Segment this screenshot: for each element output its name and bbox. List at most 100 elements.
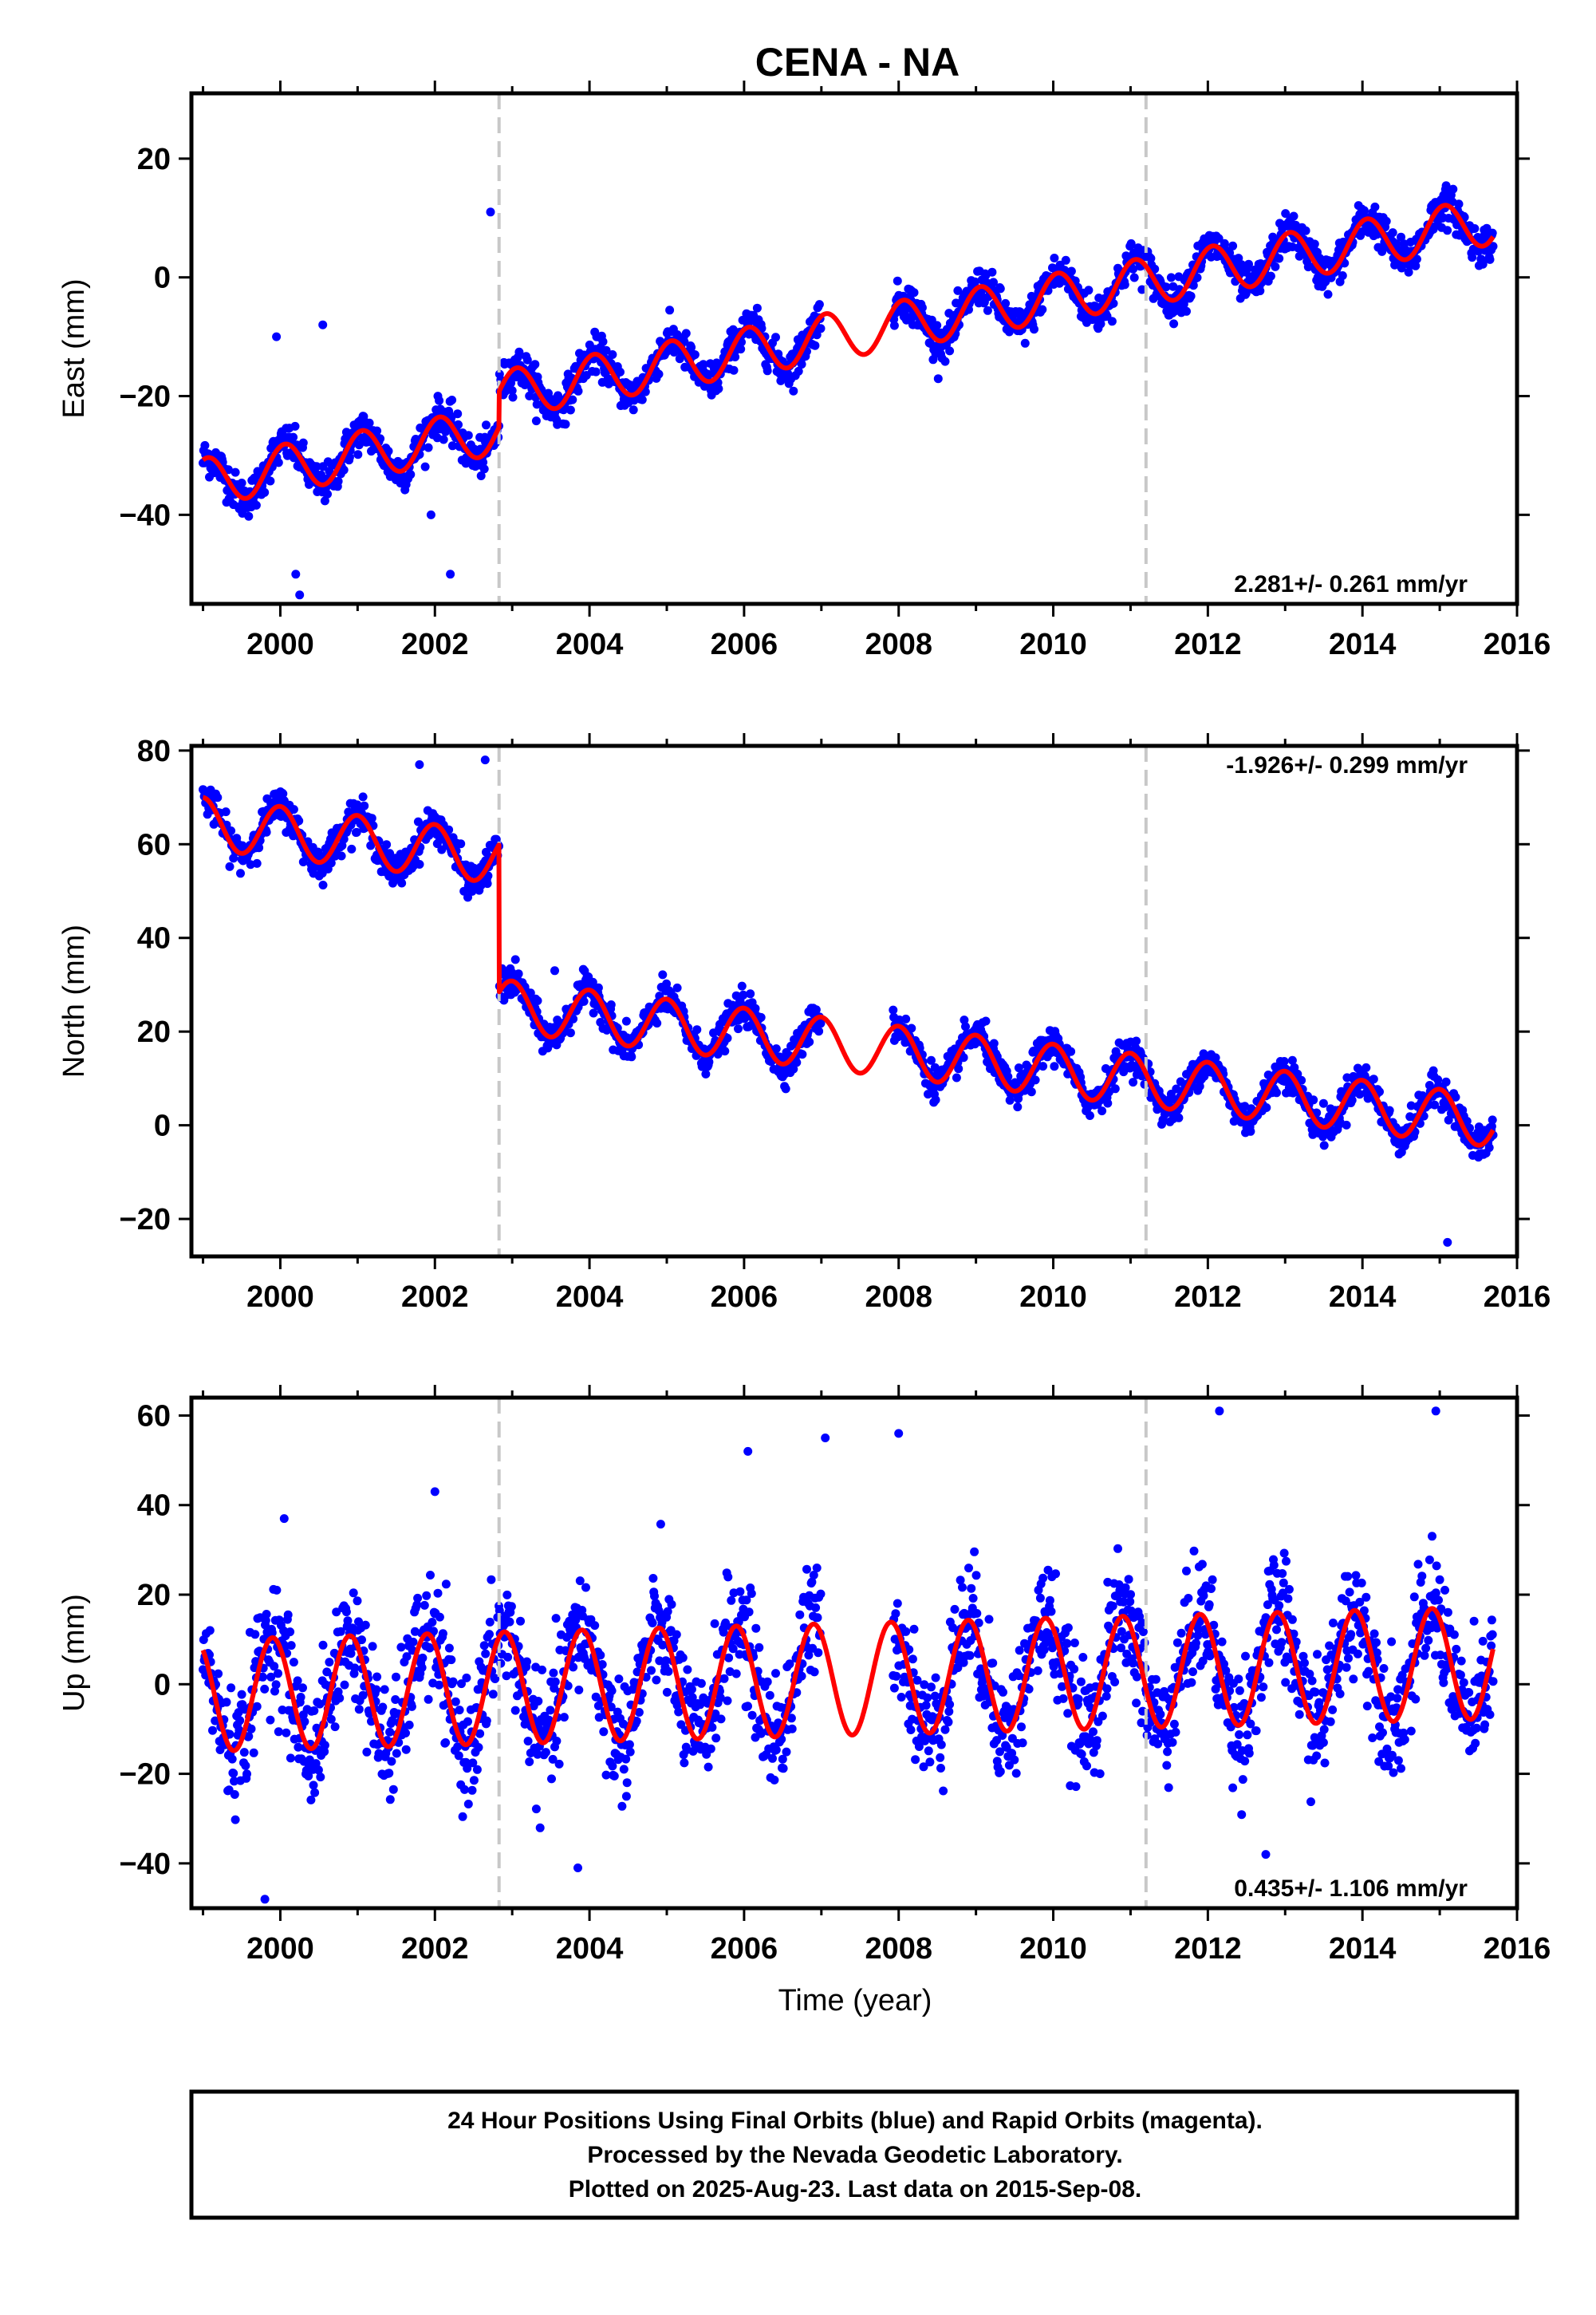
up-data-point xyxy=(770,1775,779,1785)
east-data-point xyxy=(681,329,691,338)
north-data-points xyxy=(199,755,1498,1247)
east-data-point xyxy=(1137,285,1147,294)
east-data-point xyxy=(320,496,329,506)
up-data-point xyxy=(672,1630,681,1639)
up-data-point xyxy=(516,1616,525,1626)
up-data-point xyxy=(286,1627,295,1637)
up-data-point xyxy=(554,1759,564,1769)
north-data-point xyxy=(1318,1098,1328,1108)
north-data-point xyxy=(252,858,262,868)
north-data-point xyxy=(514,969,523,979)
north-data-point xyxy=(347,844,357,854)
north-data-point xyxy=(781,1084,790,1094)
north-data-point xyxy=(734,1024,743,1034)
up-data-point xyxy=(575,1576,585,1586)
up-panel: 2000 2002 2004 2006 2008 2010 2012 2014 2016−40−… xyxy=(57,1385,1551,1966)
east-x-tick-label: 2008 xyxy=(865,628,932,661)
north-data-point xyxy=(1031,1075,1040,1085)
north-data-point xyxy=(360,801,369,810)
up-data-point xyxy=(569,1662,578,1672)
up-data-point xyxy=(744,1607,754,1617)
east-data-point xyxy=(1166,273,1176,282)
up-data-point xyxy=(696,1678,706,1688)
up-data-point xyxy=(549,1668,558,1678)
up-data-point xyxy=(609,1771,619,1781)
up-data-point xyxy=(435,1612,444,1622)
east-data-point xyxy=(1169,319,1179,329)
up-data-point xyxy=(535,1823,545,1832)
east-data-point xyxy=(1161,282,1171,292)
east-data-point xyxy=(298,438,308,448)
north-data-point xyxy=(621,1016,631,1026)
up-data-point xyxy=(574,1686,584,1694)
north-data-point xyxy=(1066,1047,1076,1056)
east-x-tick-label: 2002 xyxy=(401,628,469,661)
east-data-point xyxy=(945,346,955,356)
east-data-point xyxy=(1109,298,1118,308)
up-data-point xyxy=(667,1599,676,1609)
up-data-point xyxy=(723,1572,733,1582)
east-data-point xyxy=(731,353,740,361)
up-data-point xyxy=(522,1657,531,1666)
up-data-point xyxy=(274,1727,283,1737)
up-data-point xyxy=(296,1693,305,1702)
north-data-point xyxy=(221,807,231,817)
north-data-point xyxy=(533,996,542,1005)
up-data-point xyxy=(771,1745,781,1755)
east-data-point xyxy=(1228,241,1238,250)
north-data-point xyxy=(415,860,424,869)
north-data-point xyxy=(701,1069,711,1079)
east-plot-area xyxy=(199,93,1498,604)
up-data-point xyxy=(340,1680,349,1690)
east-data-point xyxy=(1126,239,1136,248)
up-data-point xyxy=(523,1737,533,1746)
north-data-point xyxy=(382,840,392,850)
up-data-point xyxy=(802,1564,811,1574)
east-data-point xyxy=(508,392,518,402)
east-data-point xyxy=(690,350,699,360)
east-data-point xyxy=(506,378,516,388)
east-data-point xyxy=(1107,317,1117,326)
east-data-point xyxy=(237,479,246,487)
up-data-point xyxy=(239,1748,249,1757)
east-x-tick-label: 2010 xyxy=(1019,628,1087,661)
north-data-point xyxy=(1309,1095,1318,1105)
east-data-point xyxy=(522,355,532,365)
north-x-tick-label: 2012 xyxy=(1174,1280,1242,1314)
north-data-point xyxy=(814,1027,824,1036)
north-outlier-point xyxy=(550,966,559,976)
east-data-point xyxy=(1381,216,1391,226)
east-data-point xyxy=(447,441,457,451)
up-data-point xyxy=(680,1758,689,1768)
east-data-point xyxy=(353,450,363,459)
up-data-point xyxy=(372,1672,382,1682)
east-data-point xyxy=(1020,338,1030,348)
east-data-point xyxy=(312,462,321,471)
east-data-point xyxy=(244,511,254,521)
north-data-point xyxy=(1369,1075,1378,1084)
north-data-point xyxy=(901,1014,911,1023)
up-data-point xyxy=(401,1729,410,1737)
north-y-tick-label: 80 xyxy=(137,735,171,768)
up-data-point xyxy=(346,1649,356,1658)
up-data-point xyxy=(795,1610,805,1619)
north-data-point xyxy=(1279,1057,1289,1066)
up-data-point xyxy=(387,1757,396,1766)
east-data-point xyxy=(983,306,992,315)
up-data-point xyxy=(463,1800,473,1808)
north-data-point xyxy=(1132,1036,1141,1046)
east-data-point xyxy=(1468,253,1477,262)
up-data-point xyxy=(469,1776,479,1785)
north-y-tick-label: 40 xyxy=(137,922,171,956)
east-data-point xyxy=(763,366,772,376)
up-data-point xyxy=(747,1710,757,1720)
up-data-point xyxy=(286,1753,295,1763)
up-data-point xyxy=(404,1720,414,1729)
north-data-point xyxy=(798,1050,807,1059)
east-data-point xyxy=(339,465,349,475)
east-data-point xyxy=(514,347,524,357)
up-data-point xyxy=(362,1747,372,1757)
north-data-point xyxy=(1103,1098,1113,1108)
up-data-point xyxy=(814,1648,823,1658)
north-data-point xyxy=(1129,1078,1138,1087)
